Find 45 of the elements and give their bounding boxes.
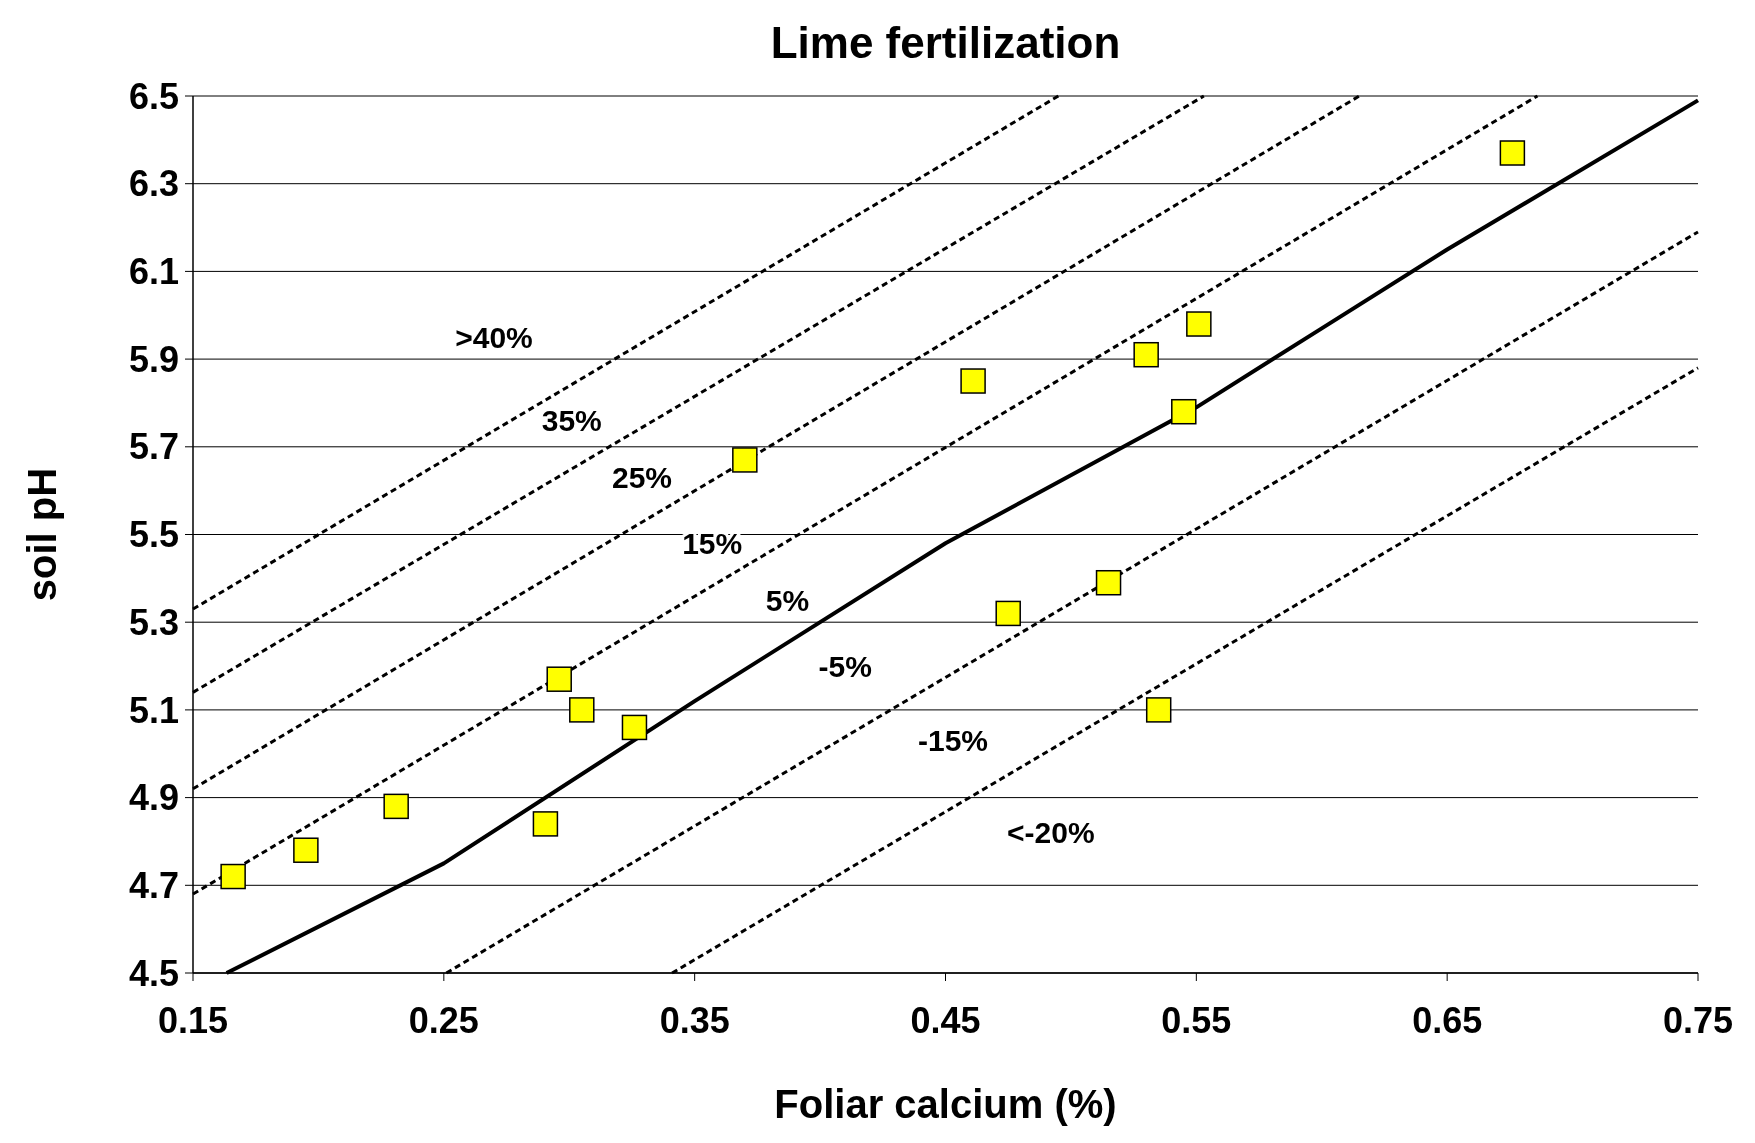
- point: [532, 811, 559, 837]
- x-tick-label: 0.75: [1662, 1000, 1734, 1041]
- point: [1186, 311, 1212, 337]
- y-tick-label: 5.5: [128, 514, 179, 556]
- point: [995, 600, 1021, 627]
- y-tick-label: 6.1: [128, 251, 179, 292]
- point: [220, 863, 246, 890]
- annotation: <-20%: [1007, 816, 1095, 850]
- x-tick-label: 0.25: [408, 1000, 479, 1041]
- y-tick-label: 5.9: [128, 338, 179, 380]
- y-tick-label: 5.1: [128, 689, 179, 731]
- x-tick-label: 0.55: [1161, 1000, 1232, 1041]
- point: [1133, 341, 1159, 368]
- y-tick-label: 4.5: [128, 952, 179, 994]
- annotation: 15%: [682, 526, 743, 560]
- x-tick-label: 0.65: [1412, 1000, 1483, 1041]
- y-tick-label: 5.3: [128, 601, 179, 643]
- point: [546, 666, 572, 692]
- point: [621, 714, 648, 741]
- y-axis-title: soil pH: [20, 467, 64, 602]
- y-tick-label: 6.5: [128, 75, 179, 117]
- point: [383, 793, 409, 820]
- y-tick-label: 4.9: [128, 777, 179, 819]
- annotation: -5%: [818, 649, 872, 683]
- x-tick-label: 0.15: [157, 1000, 229, 1041]
- annotation: 35%: [541, 403, 602, 437]
- annotation: >40%: [455, 320, 533, 354]
- point: [1145, 697, 1172, 723]
- point: [1171, 398, 1197, 425]
- y-tick-label: 5.7: [128, 426, 179, 468]
- annotation: -15%: [918, 724, 989, 758]
- y-tick-label: 6.3: [128, 163, 179, 205]
- x-tick-label: 0.35: [659, 1000, 730, 1041]
- point: [569, 697, 595, 723]
- annotation: 25%: [611, 460, 673, 494]
- point: [293, 837, 319, 863]
- point: [960, 368, 986, 394]
- point: [1499, 140, 1526, 166]
- chart-title: Lime fertilization: [770, 18, 1121, 67]
- x-tick-label: 0.45: [910, 1000, 981, 1041]
- annotation: 5%: [765, 583, 810, 617]
- point: [732, 447, 758, 473]
- point: [1095, 569, 1122, 596]
- y-tick-label: 4.7: [128, 864, 179, 906]
- x-axis-title: Foliar calcium (%): [774, 1082, 1117, 1126]
